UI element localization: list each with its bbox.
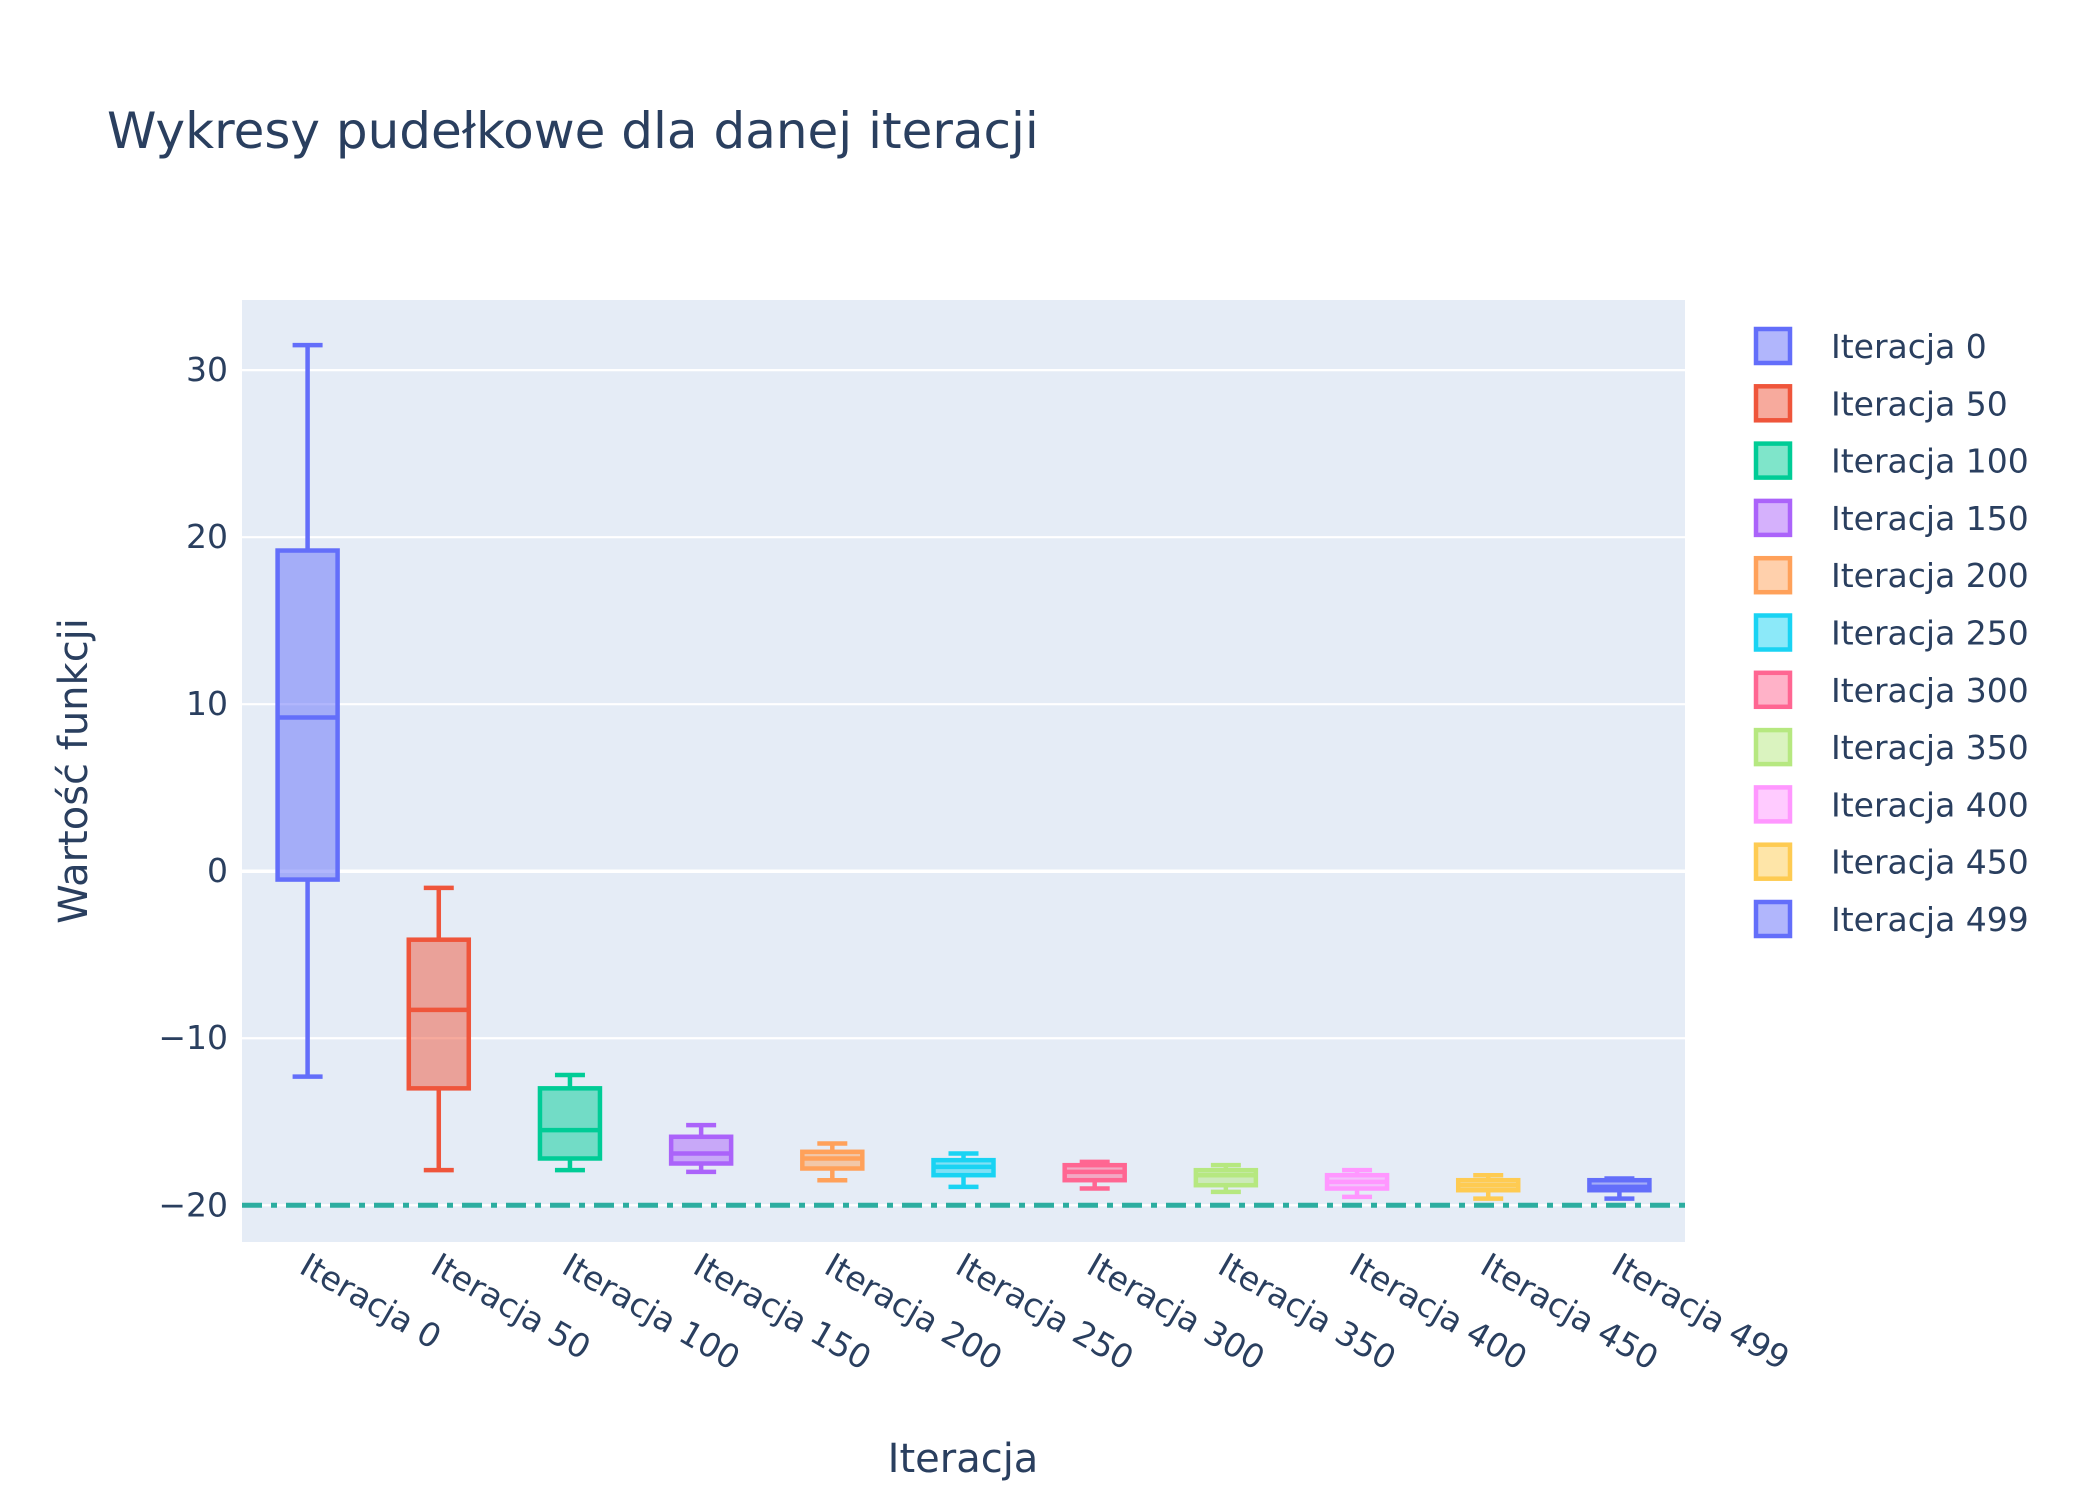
legend-label: Iteracja 50	[1831, 384, 2008, 423]
y-tick-label: −20	[158, 1185, 228, 1224]
plot-area	[242, 300, 1685, 1242]
legend-item[interactable]: Iteracja 200	[1753, 555, 2029, 595]
y-tick-label: 30	[186, 350, 228, 389]
legend-swatch	[1753, 842, 1793, 881]
legend-swatch	[1753, 555, 1793, 595]
iqr-box	[668, 1134, 734, 1166]
x-axis-title: Iteracja	[888, 1436, 1039, 1482]
box-iteracja-100[interactable]	[537, 1072, 603, 1173]
legend-item[interactable]: Iteracja 50	[1753, 384, 2008, 423]
y-tick-label: −10	[158, 1018, 228, 1057]
iqr-box	[406, 937, 472, 1091]
boxes-layer	[275, 342, 1652, 1201]
legend-swatch	[1753, 899, 1793, 939]
legend-swatch	[1753, 727, 1793, 767]
box-iteracja-450[interactable]	[1455, 1172, 1521, 1201]
legend[interactable]: Iteracja 0 Iteracja 50 Iteracja 100 Iteracj…	[1753, 326, 2029, 939]
box-iteracja-200[interactable]	[800, 1141, 865, 1183]
legend-swatch	[1753, 326, 1793, 366]
box-iteracja-499[interactable]	[1587, 1176, 1652, 1201]
legend-label: Iteracja 499	[1831, 900, 2029, 939]
y-tick-label: 10	[186, 684, 228, 723]
legend-item[interactable]: Iteracja 0	[1753, 326, 1987, 366]
y-tick-label: 20	[186, 517, 228, 556]
legend-item[interactable]: Iteracja 100	[1753, 441, 2029, 481]
iqr-box	[537, 1086, 603, 1161]
legend-label: Iteracja 450	[1831, 843, 2029, 882]
box-iteracja-300[interactable]	[1062, 1159, 1127, 1191]
legend-swatch	[1753, 670, 1793, 710]
legend-label: Iteracja 150	[1831, 499, 2029, 538]
iqr-box	[1193, 1167, 1259, 1188]
legend-label: Iteracja 300	[1831, 671, 2029, 710]
legend-label: Iteracja 350	[1831, 728, 2029, 767]
iqr-box	[275, 548, 340, 882]
legend-label: Iteracja 250	[1831, 614, 2029, 653]
box-iteracja-350[interactable]	[1193, 1162, 1259, 1195]
y-axis-ticks: −20 −10 0 10 20 30	[158, 350, 228, 1224]
legend-swatch	[1753, 441, 1793, 480]
legend-label: Iteracja 400	[1831, 785, 2029, 824]
legend-item[interactable]: Iteracja 350	[1753, 727, 2029, 767]
legend-item[interactable]: Iteracja 450	[1753, 842, 2029, 882]
legend-item[interactable]: Iteracja 250	[1753, 613, 2029, 653]
box-iteracja-150[interactable]	[668, 1122, 734, 1175]
box-iteracja-50[interactable]	[406, 885, 472, 1173]
legend-item[interactable]: Iteracja 300	[1753, 670, 2029, 710]
chart-title: Wykresy pudełkowe dla danej iteracji	[107, 102, 1039, 160]
legend-swatch	[1753, 613, 1793, 652]
legend-swatch	[1753, 384, 1793, 423]
legend-label: Iteracja 100	[1831, 442, 2029, 481]
legend-swatch	[1753, 498, 1793, 538]
legend-label: Iteracja 200	[1831, 556, 2029, 595]
legend-item[interactable]: Iteracja 499	[1753, 899, 2029, 939]
box-iteracja-400[interactable]	[1324, 1167, 1390, 1200]
legend-label: Iteracja 0	[1831, 327, 1987, 366]
legend-item[interactable]: Iteracja 150	[1753, 498, 2029, 538]
legend-swatch	[1753, 785, 1793, 824]
box-iteracja-250[interactable]	[931, 1151, 996, 1190]
legend-item[interactable]: Iteracja 400	[1753, 785, 2029, 824]
y-axis-title: Wartość funkcji	[51, 618, 97, 924]
x-tick-label: Iteracja 0	[294, 1245, 448, 1357]
box-iteracja-0[interactable]	[275, 342, 340, 1079]
y-tick-label: 0	[207, 851, 228, 890]
